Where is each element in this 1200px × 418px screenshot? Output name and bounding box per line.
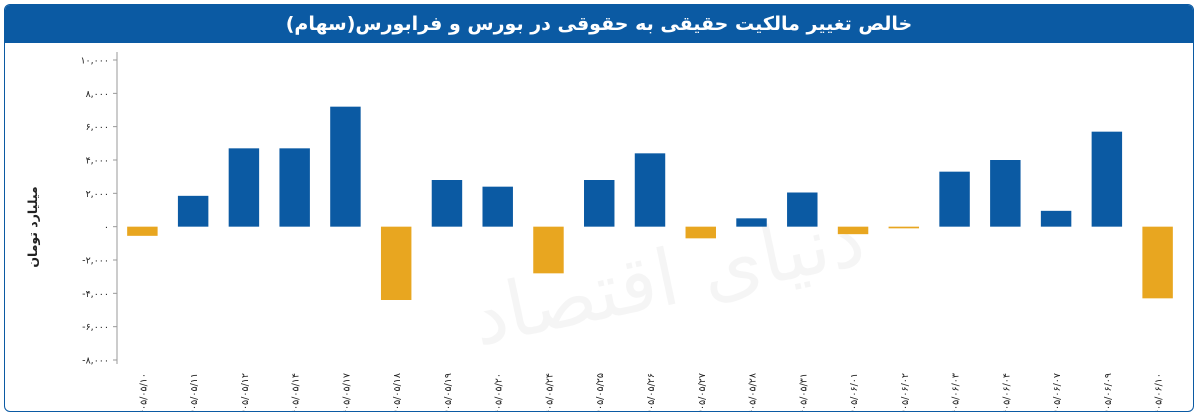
x-tick-label: ۱۴۰۵/۰۵/۱۷ <box>341 373 352 412</box>
y-tick-label: ۴,۰۰۰ <box>86 156 109 167</box>
x-tick-label: ۱۴۰۵/۰۶/۰۲ <box>900 373 911 412</box>
x-tick-label: ۱۴۰۵/۰۵/۲۰ <box>494 373 505 412</box>
bar <box>330 106 361 227</box>
bar <box>990 160 1021 227</box>
bar <box>1040 210 1072 227</box>
bar <box>939 171 970 227</box>
x-tick-label: ۱۴۰۵/۰۶/۰۴ <box>1001 373 1012 412</box>
chart-title: خالص تغییر مالکیت حقیقی به حقوقی در بورس… <box>5 5 1193 43</box>
bar <box>279 148 310 227</box>
x-tick-label: ۱۴۰۵/۰۵/۱۱ <box>189 373 200 412</box>
y-tick-label: ۰ <box>104 222 109 233</box>
x-tick-label: ۱۴۰۵/۰۵/۲۵ <box>595 373 606 412</box>
bar <box>685 226 716 239</box>
x-tick-label: ۱۴۰۵/۰۶/۰۷ <box>1052 373 1063 412</box>
x-tick-label: ۱۴۰۵/۰۵/۱۸ <box>392 373 403 412</box>
y-tick-label: -۶,۰۰۰ <box>82 322 109 333</box>
bar <box>533 226 564 274</box>
x-tick-label: ۱۴۰۵/۰۵/۱۲ <box>240 373 251 412</box>
x-tick-labels: ۱۴۰۵/۰۵/۱۰ ۱۴۰۵/۰۵/۱۱ ۱۴۰۵/۰۵/۱۲ ۱۴۰۵/۰۵/۱۴… <box>138 373 1165 412</box>
bar <box>380 226 412 300</box>
x-tick-label: ۱۴۰۵/۰۶/۱۰ <box>1154 373 1165 412</box>
y-tick-label: -۲,۰۰۰ <box>82 256 109 267</box>
y-tick-label: -۴,۰۰۰ <box>82 289 109 300</box>
bar <box>787 192 818 227</box>
bar <box>431 180 463 227</box>
x-tick-label: ۱۴۰۵/۰۵/۱۹ <box>443 373 454 412</box>
x-tick-label: ۱۴۰۵/۰۵/۲۸ <box>748 373 759 412</box>
chart-frame: خالص تغییر مالکیت حقیقی به حقوقی در بورس… <box>4 4 1194 412</box>
bar-chart: دنیای اقتصاد ۱۰,۰۰۰۸,۰۰۰۶,۰۰۰۴,۰۰۰۲,۰۰۰۰… <box>25 52 1173 412</box>
y-tick-label: ۸,۰۰۰ <box>86 89 109 100</box>
bar <box>634 153 666 227</box>
x-tick-label: ۱۴۰۵/۰۵/۲۴ <box>544 373 555 412</box>
axis-group: ۱۰,۰۰۰ ۸,۰۰۰ ۶,۰۰۰ ۴,۰۰۰ ۲,۰۰۰ ۰ -۲,۰۰۰ -۴,۰۰۰ -… <box>80 52 118 367</box>
bar <box>177 195 209 227</box>
bars-group <box>127 106 1173 300</box>
y-tick-label: ۱۰,۰۰۰ <box>80 56 109 67</box>
y-axis-label: میلیارد تومان <box>25 186 40 267</box>
bar <box>736 218 767 227</box>
bar <box>837 226 869 235</box>
x-tick-label: ۱۴۰۵/۰۵/۲۶ <box>646 373 657 412</box>
x-tick-label: ۱۴۰۵/۰۵/۱۴ <box>291 373 302 412</box>
x-tick-label: ۱۴۰۵/۰۶/۰۳ <box>951 373 962 412</box>
y-tick-label: -۸,۰۰۰ <box>82 356 109 367</box>
bar <box>127 226 158 236</box>
x-tick-label: ۱۴۰۵/۰۶/۰۱ <box>849 373 860 412</box>
bar <box>584 180 615 227</box>
x-tick-label: ۱۴۰۵/۰۵/۲۷ <box>697 373 708 412</box>
y-tick-label: ۲,۰۰۰ <box>86 189 109 200</box>
x-tick-label: ۱۴۰۵/۰۶/۰۹ <box>1103 373 1114 412</box>
y-tick-label: ۶,۰۰۰ <box>86 122 109 133</box>
bar <box>1142 226 1173 299</box>
bar <box>228 148 260 227</box>
x-tick-label: ۱۴۰۵/۰۵/۳۱ <box>798 373 809 412</box>
bar <box>1091 131 1123 227</box>
x-tick-label: ۱۴۰۵/۰۵/۱۰ <box>138 373 149 412</box>
bar <box>482 186 513 227</box>
bar <box>888 226 920 229</box>
